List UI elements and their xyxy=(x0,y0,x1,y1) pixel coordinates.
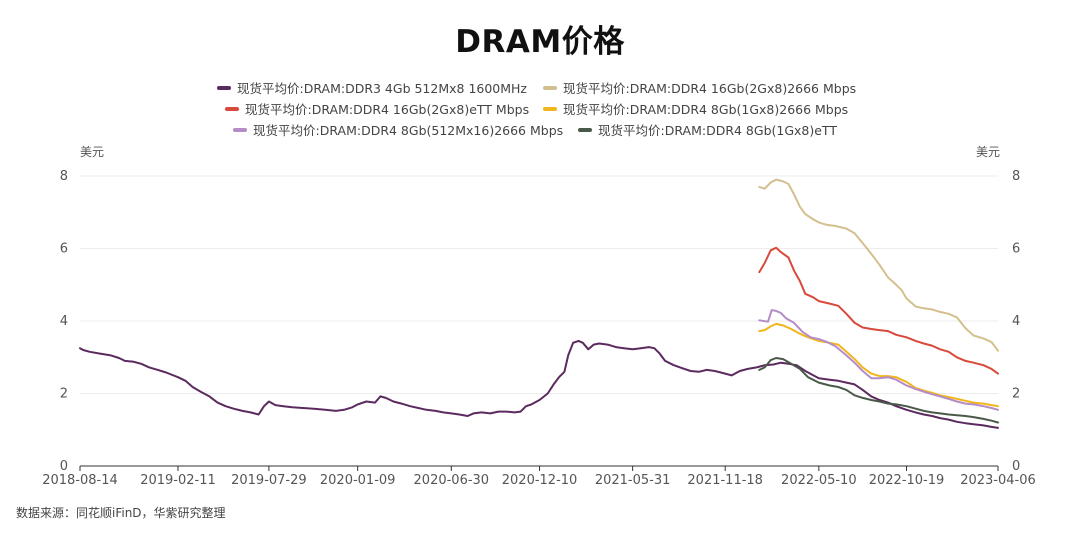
legend-swatch xyxy=(225,106,239,111)
legend-swatch xyxy=(217,85,231,90)
legend-label: 现货平均价:DRAM:DDR3 4Gb 512Mx8 1600MHz xyxy=(237,81,527,96)
legend-label: 现货平均价:DRAM:DDR4 16Gb(2Gx8)eTT Mbps xyxy=(245,102,530,117)
x-tick-label: 2022-10-19 xyxy=(869,473,945,488)
legend-label: 现货平均价:DRAM:DDR4 8Gb(1Gx8)eTT xyxy=(598,123,837,138)
legend-item-ddr4-8gb-2666[interactable]: 现货平均价:DRAM:DDR4 8Gb(1Gx8)2666 Mbps xyxy=(543,99,848,118)
x-tick-label: 2023-04-06 xyxy=(960,473,1036,488)
x-tick-label: 2019-02-11 xyxy=(140,473,216,488)
legend-item-ddr3-4gb[interactable]: 现货平均价:DRAM:DDR3 4Gb 512Mx8 1600MHz xyxy=(217,78,527,97)
legend-swatch xyxy=(578,127,592,132)
legend-label: 现货平均价:DRAM:DDR4 16Gb(2Gx8)2666 Mbps xyxy=(563,81,857,96)
x-tick-label: 2019-07-29 xyxy=(231,473,307,488)
y-axis-unit-right: 美元 xyxy=(975,145,1000,159)
chart-title: DRAM价格 xyxy=(455,24,625,60)
y-tick-label-left: 4 xyxy=(60,314,68,329)
y-axis-unit-left: 美元 xyxy=(80,145,105,159)
legend-label: 现货平均价:DRAM:DDR4 8Gb(512Mx16)2666 Mbps xyxy=(253,123,564,138)
x-tick-label: 2022-05-10 xyxy=(781,473,857,488)
y-tick-label-left: 6 xyxy=(60,242,68,257)
legend-item-ddr4-16gb-2666[interactable]: 现货平均价:DRAM:DDR4 16Gb(2Gx8)2666 Mbps xyxy=(543,78,856,97)
series-line-4 xyxy=(758,309,999,411)
y-tick-label-right: 6 xyxy=(1012,242,1020,257)
x-tick-label: 2018-08-14 xyxy=(42,473,118,488)
legend-swatch xyxy=(543,85,557,90)
series-line-0 xyxy=(79,339,999,429)
series-line-1 xyxy=(758,178,999,352)
y-tick-label-right: 8 xyxy=(1012,169,1020,184)
x-tick-label: 2020-01-09 xyxy=(320,473,396,488)
y-tick-label-left: 8 xyxy=(60,169,68,184)
legend-label: 现货平均价:DRAM:DDR4 8Gb(1Gx8)2666 Mbps xyxy=(563,102,849,117)
legend-item-ddr4-16gb-ett[interactable]: 现货平均价:DRAM:DDR4 16Gb(2Gx8)eTT Mbps xyxy=(225,99,529,118)
series-line-3 xyxy=(758,322,999,408)
legend-item-ddr4-8gb-512mx16[interactable]: 现货平均价:DRAM:DDR4 8Gb(512Mx16)2666 Mbps xyxy=(233,120,563,139)
y-tick-label-right: 4 xyxy=(1012,314,1020,329)
y-tick-label-right: 0 xyxy=(1012,459,1020,474)
legend-swatch xyxy=(543,106,557,111)
legend-swatch xyxy=(233,127,247,132)
y-tick-label-right: 2 xyxy=(1012,387,1020,402)
series-line-2 xyxy=(758,246,999,375)
data-source-note: 数据来源：同花顺iFinD，华紫研究整理 xyxy=(16,506,226,520)
x-tick-label: 2021-11-18 xyxy=(687,473,763,488)
x-tick-label: 2020-12-10 xyxy=(502,473,578,488)
y-tick-label-left: 0 xyxy=(60,459,68,474)
y-tick-label-left: 2 xyxy=(60,387,68,402)
series-line-5 xyxy=(758,357,999,424)
x-tick-label: 2021-05-31 xyxy=(595,473,671,488)
legend-item-ddr4-8gb-ett[interactable]: 现货平均价:DRAM:DDR4 8Gb(1Gx8)eTT xyxy=(578,120,837,139)
x-tick-label: 2020-06-30 xyxy=(414,473,490,488)
